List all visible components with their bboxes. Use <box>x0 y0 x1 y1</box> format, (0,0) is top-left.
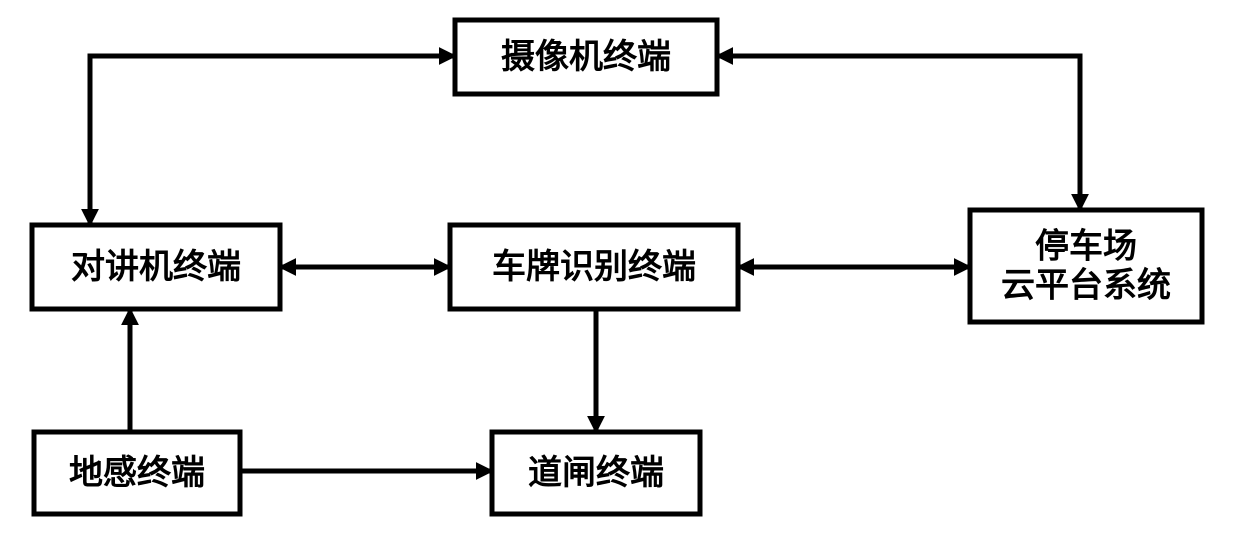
node-camera: 摄像机终端 <box>455 20 717 94</box>
node-cloud: 停车场云平台系统 <box>970 210 1202 322</box>
node-ground: 地感终端 <box>34 432 240 514</box>
node-intercom: 对讲机终端 <box>32 225 280 309</box>
edge-camera-cloud <box>717 56 1080 210</box>
node-intercom-label: 对讲机终端 <box>71 248 241 286</box>
node-gate: 道闸终端 <box>492 432 700 514</box>
edge-intercom-camera <box>90 56 455 225</box>
nodes-layer: 摄像机终端对讲机终端 车牌识别终端 停车场云平台系统地感终端 道闸终端 <box>32 20 1202 514</box>
node-gate-label: 道闸终端 <box>528 454 664 492</box>
node-cloud-label-line-1: 云平台系统 <box>1001 267 1171 305</box>
node-cloud-label-line-0: 停车场 <box>1035 227 1137 265</box>
diagram-canvas: 摄像机终端对讲机终端 车牌识别终端 停车场云平台系统地感终端 道闸终端 <box>0 0 1240 546</box>
node-lpr-label: 车牌识别终端 <box>492 248 696 286</box>
node-ground-label: 地感终端 <box>69 454 205 492</box>
node-camera-label: 摄像机终端 <box>501 38 671 76</box>
node-lpr: 车牌识别终端 <box>450 225 738 309</box>
